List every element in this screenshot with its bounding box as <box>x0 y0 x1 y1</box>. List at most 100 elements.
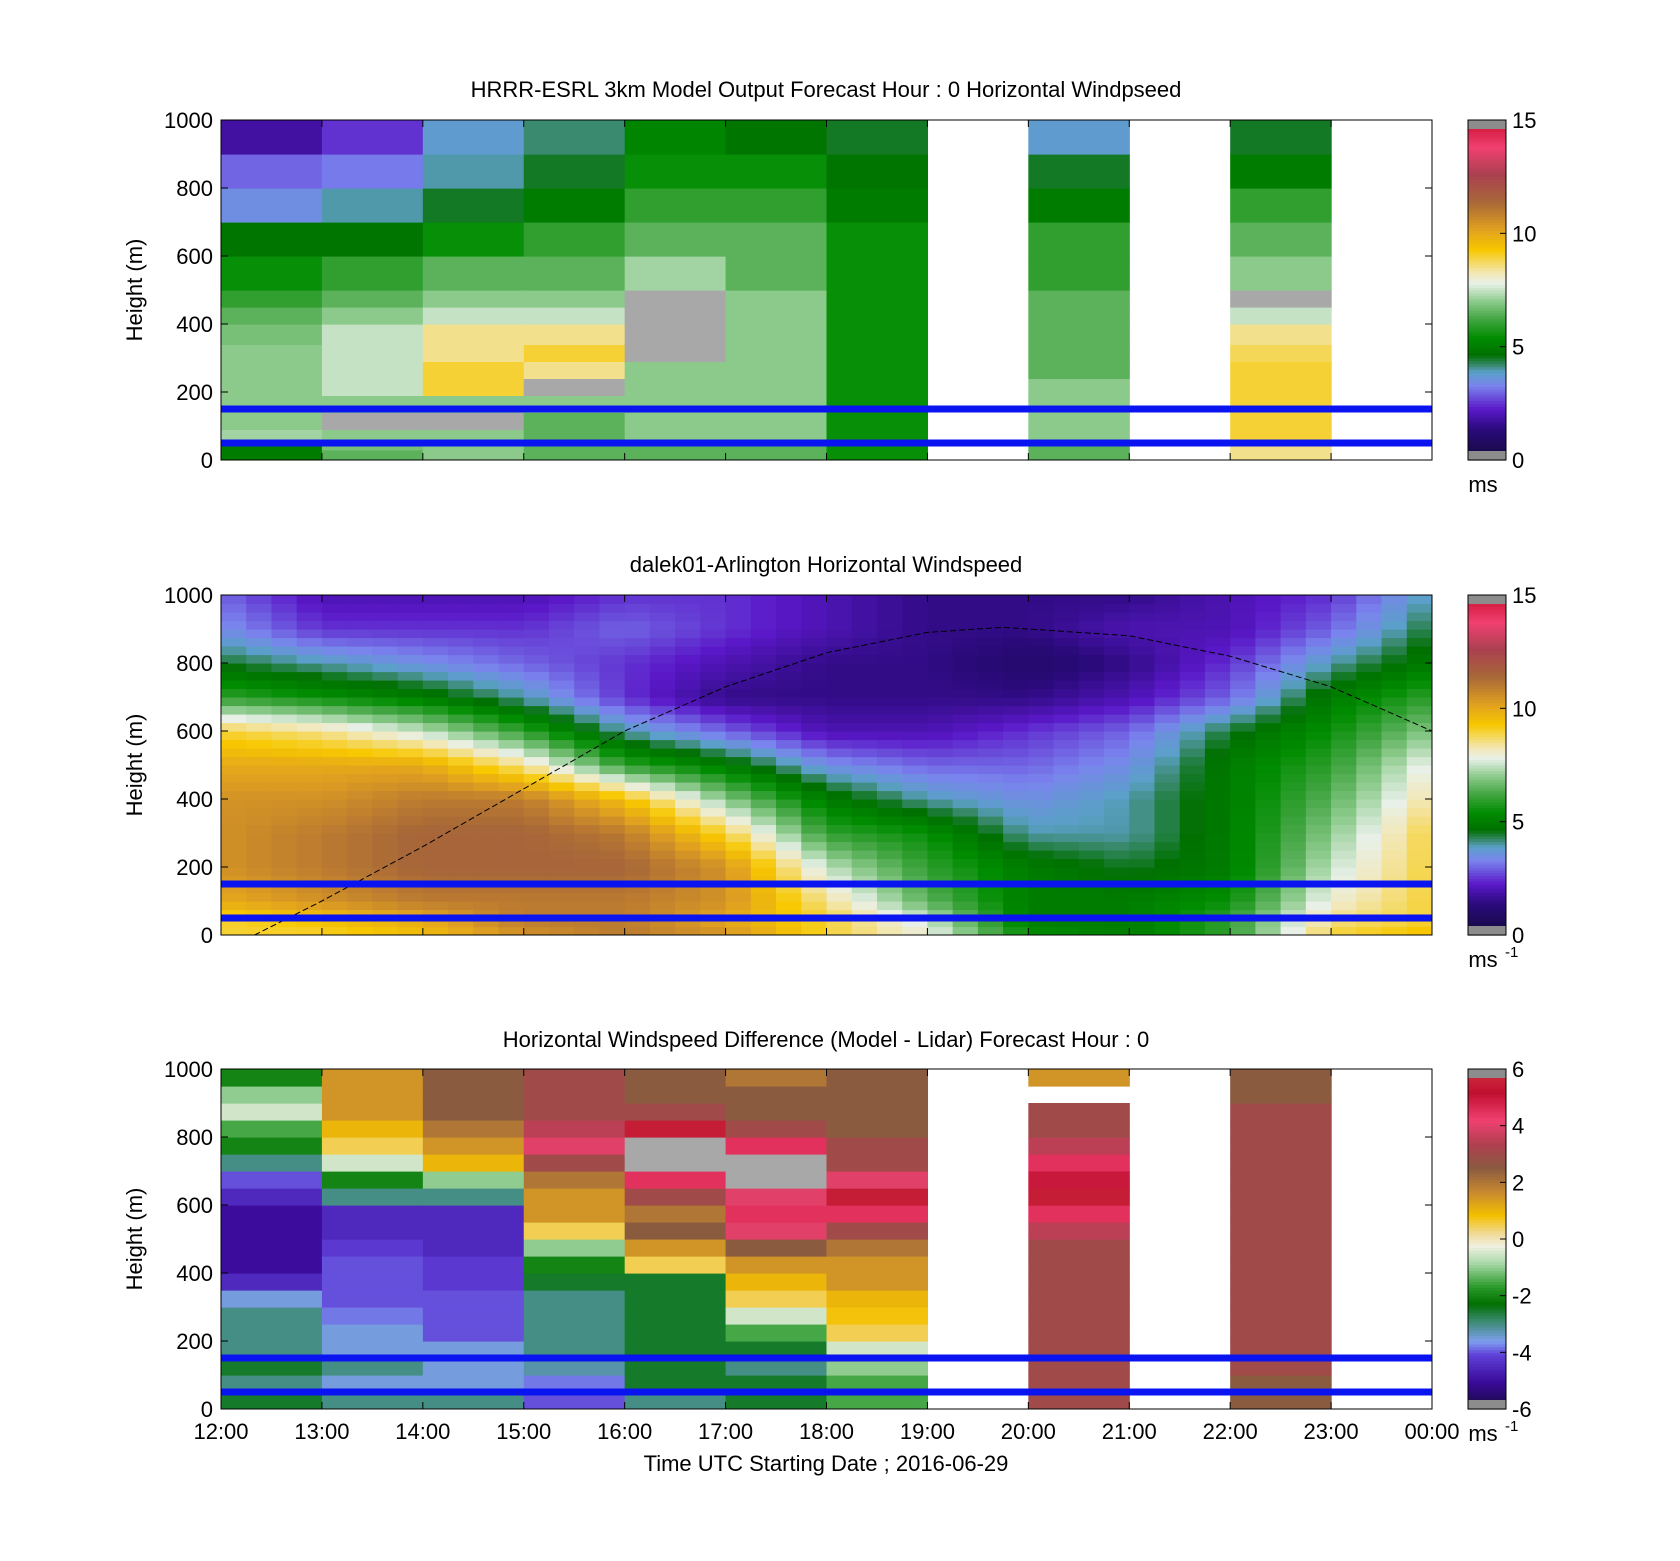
lidar-cell <box>1331 858 1357 868</box>
difference-colorbar-step <box>1468 1105 1506 1110</box>
lidar-cell <box>448 629 474 639</box>
lidar-cell <box>902 799 929 809</box>
lidar-cell <box>750 850 777 860</box>
lidar-cell <box>473 671 500 681</box>
lidar-cell <box>1204 595 1231 605</box>
lidar-cell <box>1230 637 1256 647</box>
lidar-cell <box>1078 654 1105 664</box>
lidar-cell <box>448 637 474 647</box>
difference-cell <box>221 1086 323 1104</box>
lidar-cell <box>548 850 575 860</box>
lidar-cell <box>448 680 474 690</box>
lidar-cell <box>1053 833 1080 843</box>
lidar-cell <box>1204 782 1231 792</box>
lidar-cell <box>1028 816 1055 826</box>
lidar-cell <box>977 824 1004 834</box>
lidar-cell <box>624 892 651 902</box>
lidar-cell <box>1028 901 1055 911</box>
lidar-cell <box>1003 892 1029 902</box>
lidar-cell <box>397 833 424 843</box>
model-cell <box>1230 344 1332 362</box>
lidar-cell <box>246 680 273 690</box>
lidar-cell <box>851 714 878 724</box>
lidar-cell <box>1204 756 1231 766</box>
lidar-cell <box>548 773 575 783</box>
lidar-cell <box>1406 884 1432 894</box>
model-cell <box>1230 412 1332 430</box>
lidar-cell <box>952 714 979 724</box>
difference-colorbar-step <box>1468 1250 1506 1254</box>
model-cell <box>321 449 424 460</box>
lidar-cell <box>649 722 676 732</box>
lidar-cell <box>1204 824 1231 834</box>
difference-colorbar-step <box>1468 1363 1506 1368</box>
lidar-cell <box>1003 637 1029 647</box>
lidar-cell <box>347 654 373 664</box>
lidar-cell <box>271 926 298 935</box>
lidar-cell <box>725 714 752 724</box>
lidar-colorbar-unit-superscript: -1 <box>1505 944 1518 961</box>
lidar-cell <box>750 748 777 758</box>
lidar-cell <box>397 918 424 928</box>
lidar-cell <box>1129 654 1156 664</box>
lidar-cell <box>397 816 424 826</box>
lidar-cell <box>548 790 575 800</box>
lidar-cell <box>649 858 676 868</box>
lidar-cell <box>1154 816 1181 826</box>
model-cell <box>725 412 828 430</box>
lidar-cell <box>1078 646 1105 656</box>
lidar-cell <box>851 875 878 885</box>
lidar-cell <box>422 790 449 800</box>
difference-cell <box>221 1205 323 1223</box>
lidar-cell <box>1078 705 1105 715</box>
lidar-cell <box>1204 697 1231 707</box>
lidar-cell <box>1406 637 1432 647</box>
difference-cell <box>523 1171 626 1189</box>
difference-cell <box>523 1358 626 1376</box>
lidar-cell <box>548 756 575 766</box>
model-colorbar-step <box>1468 307 1506 311</box>
difference-colorbar-step <box>1468 1256 1506 1260</box>
lidar-cell <box>548 918 575 928</box>
lidar-cell <box>725 739 752 749</box>
lidar-cell <box>750 722 777 732</box>
difference-cell <box>1230 1222 1332 1240</box>
lidar-cell <box>927 850 954 860</box>
lidar-cell <box>1179 739 1206 749</box>
lidar-cell <box>675 714 701 724</box>
model-colorbar-step <box>1468 326 1506 331</box>
model-colorbar-step <box>1468 341 1506 345</box>
lidar-cell <box>1331 841 1357 851</box>
lidar-cell <box>902 697 929 707</box>
lidar-cell <box>599 688 626 698</box>
lidar-cell <box>675 680 701 690</box>
lidar-cell <box>750 654 777 664</box>
lidar-cell <box>902 705 929 715</box>
lidar-cell <box>473 807 500 817</box>
lidar-cell <box>826 697 853 707</box>
lidar-cell <box>675 637 701 647</box>
difference-cell <box>422 1273 525 1291</box>
lidar-cell <box>1356 688 1383 698</box>
lidar-cell <box>473 790 500 800</box>
lidar-cell <box>372 790 399 800</box>
lidar-cell <box>902 858 929 868</box>
lidar-cell <box>397 875 424 885</box>
lidar-cell <box>1179 595 1206 605</box>
lidar-cell <box>1104 739 1130 749</box>
lidar-colorbar-tick-label: 10 <box>1512 696 1536 721</box>
lidar-y-tick-label: 1000 <box>164 583 213 608</box>
lidar-cell <box>1129 629 1156 639</box>
lidar-cell <box>1356 841 1383 851</box>
lidar-cell <box>246 722 273 732</box>
lidar-cell <box>599 765 626 775</box>
lidar-cell <box>448 722 474 732</box>
difference-cell <box>523 1307 626 1325</box>
model-cell <box>422 256 525 291</box>
lidar-cell <box>1129 671 1156 681</box>
lidar-cell <box>1356 807 1383 817</box>
difference-cell <box>321 1375 424 1393</box>
lidar-cell <box>1053 748 1080 758</box>
lidar-cell <box>1104 654 1130 664</box>
lidar-cell <box>649 850 676 860</box>
